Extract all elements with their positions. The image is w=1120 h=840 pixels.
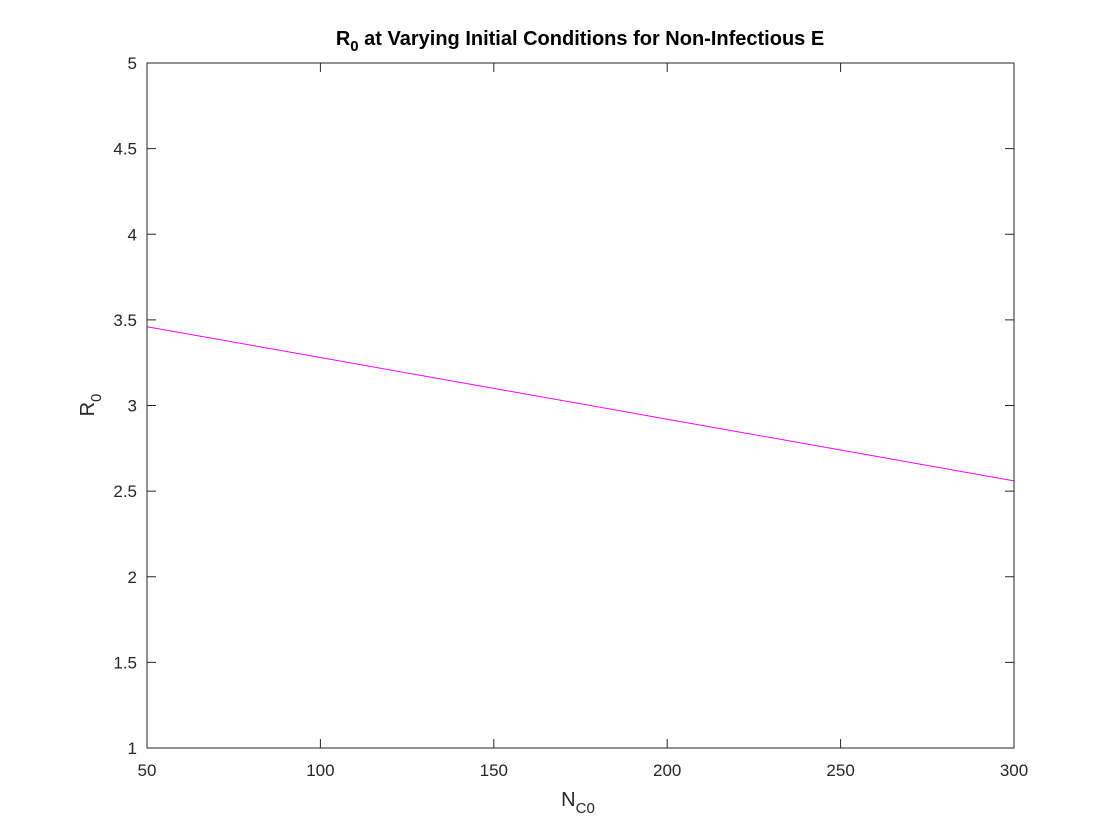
- chart-title: R0 at Varying Initial Conditions for Non…: [336, 28, 824, 55]
- x-tick-label: 50: [138, 761, 157, 780]
- y-tick-label: 2: [128, 568, 137, 587]
- chart-title-subscript: 0: [350, 38, 358, 55]
- y-tick-label: 3.5: [113, 311, 137, 330]
- x-tick-label: 200: [653, 761, 681, 780]
- y-tick-label: 4.5: [113, 140, 137, 159]
- x-tick-label: 100: [306, 761, 334, 780]
- y-axis-title-subscript: 0: [88, 394, 105, 402]
- x-tick-label: 300: [1000, 761, 1028, 780]
- ticks-layer: 50 100 150 200 250 300 1 1.5 2 2.5 3 3.5 4 4.5 5: [113, 54, 1028, 780]
- x-tick-label: 150: [480, 761, 508, 780]
- y-tick-label: 2.5: [113, 482, 137, 501]
- y-tick-label: 3: [128, 397, 137, 416]
- y-tick-label: 4: [128, 225, 137, 244]
- y-tick-label: 1: [128, 739, 137, 758]
- plot-background: [147, 63, 1014, 748]
- y-tick-label: 5: [128, 54, 137, 73]
- chart-title-suffix: at Varying Initial Conditions for Non-In…: [359, 28, 825, 50]
- y-axis-title: R0: [77, 394, 105, 417]
- x-axis-title-main: N: [561, 789, 575, 811]
- chart-title-prefix: R: [336, 28, 351, 50]
- series-layer: [146, 326, 1015, 482]
- x-axis-title-subscript: C0: [576, 800, 595, 817]
- x-tick-label: 250: [826, 761, 854, 780]
- x-axis-title: NC0: [561, 789, 595, 817]
- y-axis-title-main: R: [77, 402, 99, 416]
- series-line: [146, 326, 1015, 482]
- y-tick-label: 1.5: [113, 653, 137, 672]
